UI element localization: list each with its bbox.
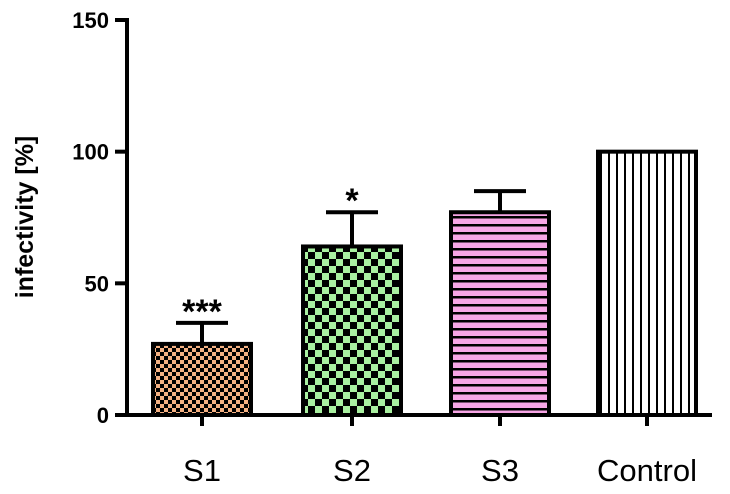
y-axis-title: infectivity [%] <box>11 136 39 299</box>
y-tick-label: 100 <box>72 140 109 165</box>
x-tick-label: S2 <box>333 453 371 488</box>
significance-marker: * <box>345 182 359 220</box>
bar-s3 <box>449 210 551 417</box>
significance-marker: *** <box>182 293 222 331</box>
x-tick-label: S1 <box>183 453 221 488</box>
y-axis: 0 50 100 150 <box>72 8 129 428</box>
y-tick-label: 0 <box>97 403 109 428</box>
bar-control <box>596 149 698 418</box>
x-axis: S1 S2 S3 Control <box>125 413 712 488</box>
y-tick-label: 150 <box>72 8 109 33</box>
bar-s1 <box>151 341 253 417</box>
bars: **** <box>151 149 698 418</box>
x-tick-label: S3 <box>481 453 519 488</box>
x-tick-label: Control <box>597 453 697 488</box>
y-tick-label: 50 <box>85 271 109 296</box>
bar-s2 <box>301 244 403 417</box>
